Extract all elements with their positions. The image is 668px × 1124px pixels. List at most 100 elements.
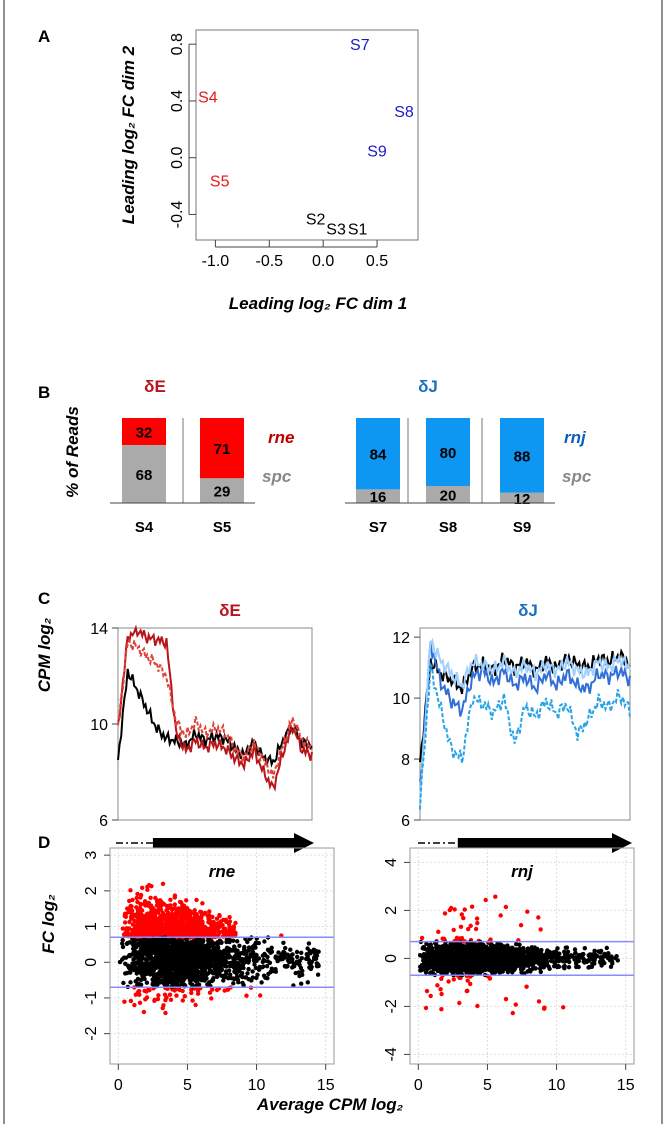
panel-a-point-s4: S4 <box>198 90 218 107</box>
panel-d-ma-plots: FC log₂ Average CPM log₂ 0 5 10 15-2-10123 … <box>39 847 635 1114</box>
panel-a-ytick-label: 0.4 <box>169 90 186 112</box>
d-right-ytick-label: 2 <box>383 906 400 915</box>
panel-b-category-s9: S9 <box>513 519 531 536</box>
panel-b-bar-bottom-s7 <box>356 489 400 503</box>
panel-b-stacked-bars: % of Reads δE δJ 32 68 S4 71 29 S5 84 16 S7 80 20 S8 8… <box>63 377 592 536</box>
panel-b-title-de: δE <box>144 377 166 396</box>
panel-b-category-s5: S5 <box>213 519 231 536</box>
d-left-xtick-label: 0 <box>114 1077 123 1094</box>
panel-a-point-s2: S2 <box>306 212 326 229</box>
panel-b-value-bottom-s8: 20 <box>440 488 457 505</box>
panel-a-ytick-label: 0.8 <box>169 33 186 55</box>
c-left-ytick-label: 10 <box>90 717 108 734</box>
panel-b-value-top-s5: 71 <box>214 441 231 458</box>
panel-b-bar-top-s4 <box>122 418 166 446</box>
c-left-line-rep1 <box>117 624 313 792</box>
c-right-line-rep2 <box>419 638 631 801</box>
panel-a-point-s1: S1 <box>348 222 368 239</box>
panel-b-label-spc-dj: spc <box>562 467 592 486</box>
panel-b-label-spc-de: spc <box>262 467 292 486</box>
panel-b-value-bottom-s5: 29 <box>214 484 231 501</box>
d-left-xtick-label: 10 <box>248 1077 266 1094</box>
panel-a-plot-frame <box>195 29 419 241</box>
panel-b-value-top-s7: 84 <box>370 447 387 464</box>
c-left-gene-arrow <box>152 833 314 853</box>
panel-a-ytick-label: 0.0 <box>169 146 186 168</box>
panel-b-value-top-s9: 88 <box>514 448 531 465</box>
panel-b-value-bottom-s7: 16 <box>370 489 387 506</box>
panel-c-coverage: CPM log₂ δE 6 10 14 rne δJ 6 8 10 12 rnj <box>35 601 632 881</box>
panel-b-value-top-s8: 80 <box>440 445 457 462</box>
panel-b-title-dj: δJ <box>418 377 438 396</box>
c-left-gene-label: rne <box>209 862 235 881</box>
d-left-ytick-label: -1 <box>83 991 100 1005</box>
panel-a-ytick-label: -0.4 <box>169 201 186 229</box>
d-right-xtick-label: 0 <box>414 1077 423 1094</box>
panel-a-point-s9: S9 <box>367 144 387 161</box>
panel-d-ylabel: FC log₂ <box>39 894 58 954</box>
panel-b-bar-bottom-s5 <box>200 478 244 503</box>
panel-label-b: B <box>38 383 50 402</box>
c-left-title: δE <box>219 601 241 620</box>
panel-a-point-s3: S3 <box>326 222 346 239</box>
panel-b-category-s8: S8 <box>439 519 457 536</box>
c-right-gene-arrow <box>457 833 632 853</box>
d-left-ytick-label: 3 <box>83 851 100 860</box>
c-right-ytick-label: 8 <box>401 752 410 769</box>
panel-b-value-bottom-s4: 68 <box>136 467 153 484</box>
panel-a-mds-plot: -1.0 -0.5 0.0 0.5 -0.4 0.0 0.4 0.8 S4 S5 S7 S8 S9 S… <box>119 29 419 313</box>
panel-label-a: A <box>38 27 50 46</box>
panel-c-ylabel: CPM log₂ <box>35 617 54 692</box>
d-right-xtick-label: 15 <box>617 1077 635 1094</box>
panel-label-c: C <box>38 589 50 608</box>
d-right-frame <box>409 847 635 1065</box>
c-right-ytick-label: 10 <box>392 691 410 708</box>
d-right-ytick-label: 0 <box>383 954 400 963</box>
panel-a-point-s8: S8 <box>394 104 414 121</box>
panel-b-bar-top-s9 <box>500 418 544 493</box>
d-left-ytick-label: -2 <box>83 1026 100 1040</box>
panel-b-bar-top-s5 <box>200 418 244 479</box>
d-right-xtick-label: 10 <box>548 1077 566 1094</box>
c-left-line-control <box>117 668 313 768</box>
panel-a-point-s5: S5 <box>210 173 230 190</box>
c-right-gene-label: rnj <box>511 862 534 881</box>
panel-a-x-axis-label: Leading log₂ FC dim 1 <box>229 294 407 313</box>
c-right-ytick-label: 6 <box>401 813 410 830</box>
c-right-frame <box>419 627 631 821</box>
panel-a-xtick-label: 0.5 <box>366 253 388 270</box>
panel-b-bar-top-s8 <box>426 418 470 486</box>
panel-b-value-top-s4: 32 <box>136 425 153 442</box>
d-right-ytick-label: 4 <box>383 858 400 867</box>
d-right-ytick-label: -4 <box>383 1047 400 1061</box>
panel-a-xtick-label: -1.0 <box>202 253 230 270</box>
c-left-line-rep2 <box>117 637 313 779</box>
d-right-ytick-label: -2 <box>383 999 400 1013</box>
d-left-points <box>117 881 321 1016</box>
panel-b-bar-bottom-s4 <box>122 445 166 503</box>
d-left-xtick-label: 5 <box>183 1077 192 1094</box>
c-right-title: δJ <box>518 601 538 620</box>
c-left-ytick-label: 14 <box>90 621 108 638</box>
panel-a-xtick-label: 0.0 <box>312 253 334 270</box>
d-right-points <box>417 894 620 1016</box>
d-left-frame <box>109 847 335 1065</box>
panel-a-point-s7: S7 <box>350 37 370 54</box>
c-left-ytick-label: 6 <box>99 813 108 830</box>
panel-b-label-rne: rne <box>268 428 294 447</box>
d-right-xtick-label: 5 <box>483 1077 492 1094</box>
panel-b-value-bottom-s9: 12 <box>514 491 531 508</box>
panel-b-bar-bottom-s9 <box>500 492 544 503</box>
panel-d-xlabel: Average CPM log₂ <box>256 1095 404 1114</box>
c-right-line-rep1 <box>419 641 631 782</box>
c-right-ytick-label: 12 <box>392 630 410 647</box>
c-right-line-rep3 <box>419 661 631 810</box>
d-left-ytick-label: 1 <box>83 922 100 931</box>
panel-b-ylabel: % of Reads <box>63 406 82 498</box>
panel-a-y-axis-label: Leading log₂ FC dim 2 <box>119 45 138 224</box>
panel-a-xtick-label: -0.5 <box>255 253 283 270</box>
d-left-xtick-label: 15 <box>317 1077 335 1094</box>
panel-b-bar-bottom-s8 <box>426 486 470 503</box>
panel-b-bar-top-s7 <box>356 418 400 490</box>
d-left-ytick-label: 2 <box>83 886 100 895</box>
